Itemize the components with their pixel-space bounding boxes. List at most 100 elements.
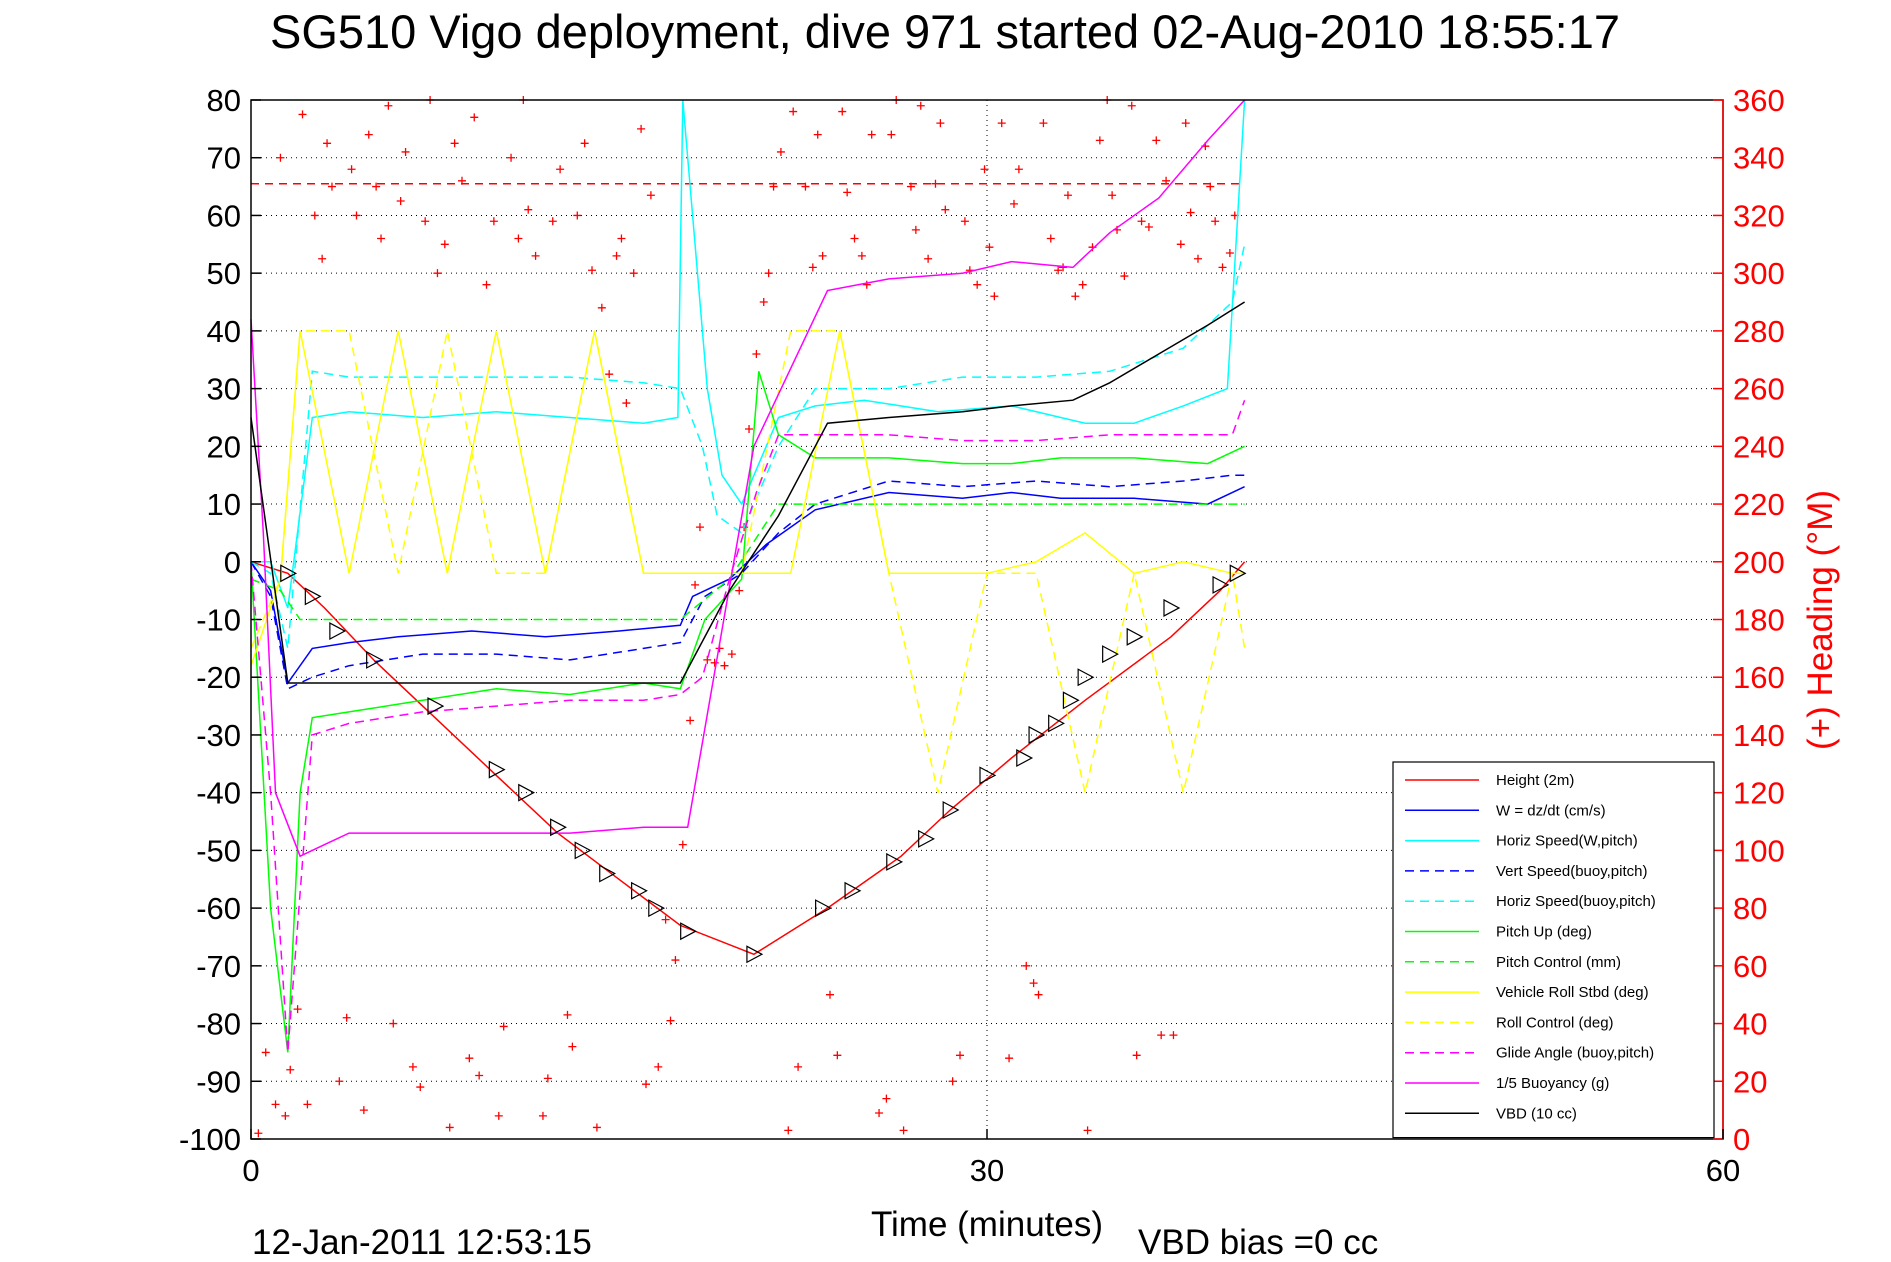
right-tick-label: 120 <box>1733 776 1785 811</box>
heading-point <box>1108 191 1117 200</box>
profile-marker <box>1126 627 1144 646</box>
heading-point <box>985 243 994 252</box>
heading-point <box>838 107 847 116</box>
heading-point <box>293 1005 302 1014</box>
heading-point <box>298 110 307 119</box>
heading-point <box>1022 961 1031 970</box>
left-tick-label: -60 <box>196 891 241 926</box>
heading-point <box>661 915 670 924</box>
profile-marker <box>942 800 960 819</box>
profile-marker <box>574 841 592 860</box>
heading-point <box>286 1065 295 1074</box>
legend-entry: VBD (10 cc) <box>1496 1105 1577 1122</box>
series-line <box>250 244 1246 649</box>
heading-point <box>1095 136 1104 145</box>
left-tick-label: -40 <box>196 776 241 811</box>
heading-point <box>875 1109 884 1118</box>
series-line <box>251 99 1246 609</box>
heading-point <box>637 124 646 133</box>
heading-point <box>833 1051 842 1060</box>
heading-point <box>433 269 442 278</box>
heading-point <box>1009 199 1018 208</box>
heading-point <box>867 130 876 139</box>
left-tick-label: 20 <box>207 429 241 464</box>
heading-point <box>808 263 817 272</box>
left-tick-label: -90 <box>196 1064 241 1099</box>
heading-point <box>396 197 405 206</box>
heading-point <box>310 211 319 220</box>
bottom-tick-label: 30 <box>970 1153 1004 1188</box>
heading-point <box>347 165 356 174</box>
heading-point <box>548 217 557 226</box>
heading-point <box>818 251 827 260</box>
heading-point <box>597 303 606 312</box>
left-tick-label: 60 <box>207 198 241 233</box>
heading-point <box>1046 234 1055 243</box>
heading-point <box>612 251 621 260</box>
profile-marker <box>488 760 506 779</box>
legend-entry: Height (2m) <box>1496 772 1574 789</box>
heading-point <box>1157 1031 1166 1040</box>
heading-point <box>276 153 285 162</box>
heading-point <box>1127 101 1136 110</box>
heading-point <box>622 399 631 408</box>
right-tick-label: 300 <box>1733 256 1785 291</box>
heading-point <box>323 139 332 148</box>
heading-point <box>1005 1054 1014 1063</box>
right-tick-label: 260 <box>1733 372 1785 407</box>
heading-point <box>1071 292 1080 301</box>
heading-point <box>531 251 540 260</box>
heading-point <box>671 956 680 965</box>
profile-marker <box>680 922 697 941</box>
heading-point <box>580 139 589 148</box>
right-tick-label: 0 <box>1733 1122 1750 1157</box>
heading-point <box>445 1123 454 1132</box>
heading-point <box>359 1106 368 1115</box>
heading-point <box>1152 136 1161 145</box>
left-tick-label: -30 <box>196 718 241 753</box>
right-tick-label: 180 <box>1733 603 1785 638</box>
heading-point <box>646 191 655 200</box>
profile-marker <box>550 818 567 837</box>
heading-point <box>271 1100 280 1109</box>
heading-point <box>916 101 925 110</box>
series-line <box>250 330 1246 793</box>
heading-point <box>543 1074 552 1083</box>
bottom-ticks: 0 30 60 <box>242 1129 1740 1188</box>
heading-point <box>710 658 719 667</box>
heading-point <box>887 130 896 139</box>
series-line <box>250 561 1246 956</box>
heading-point <box>1144 222 1153 231</box>
heading-point <box>457 176 466 185</box>
right-tick-label: 220 <box>1733 487 1785 522</box>
heading-point <box>691 580 700 589</box>
heading-point <box>629 269 638 278</box>
marker-layer <box>280 564 1247 964</box>
heading-point <box>941 205 950 214</box>
heading-point <box>850 234 859 243</box>
right-tick-label: 320 <box>1733 198 1785 233</box>
legend-entry: Vehicle Roll Stbd (deg) <box>1496 984 1649 1001</box>
heading-point <box>906 182 915 191</box>
chart-title: SG510 Vigo deployment, dive 971 started … <box>270 5 1620 58</box>
right-tick-label: 200 <box>1733 545 1785 580</box>
footer-vbd-bias: VBD bias =0 cc <box>1138 1223 1378 1262</box>
heading-point <box>465 1054 474 1063</box>
heading-point <box>843 188 852 197</box>
heading-point <box>720 661 729 670</box>
heading-point <box>1034 990 1043 999</box>
profile-marker <box>1048 714 1065 733</box>
right-tick-label: 160 <box>1733 660 1785 695</box>
series-line <box>250 301 1245 684</box>
heading-point <box>727 650 736 659</box>
heading-point <box>997 119 1006 128</box>
heading-point <box>924 254 933 263</box>
heading-point <box>1176 240 1185 249</box>
heading-point <box>261 1048 270 1057</box>
profile-marker <box>329 622 347 641</box>
profile-marker <box>844 881 862 900</box>
right-tick-label: 60 <box>1733 949 1767 984</box>
heading-point <box>364 130 373 139</box>
heading-point <box>1029 979 1038 988</box>
